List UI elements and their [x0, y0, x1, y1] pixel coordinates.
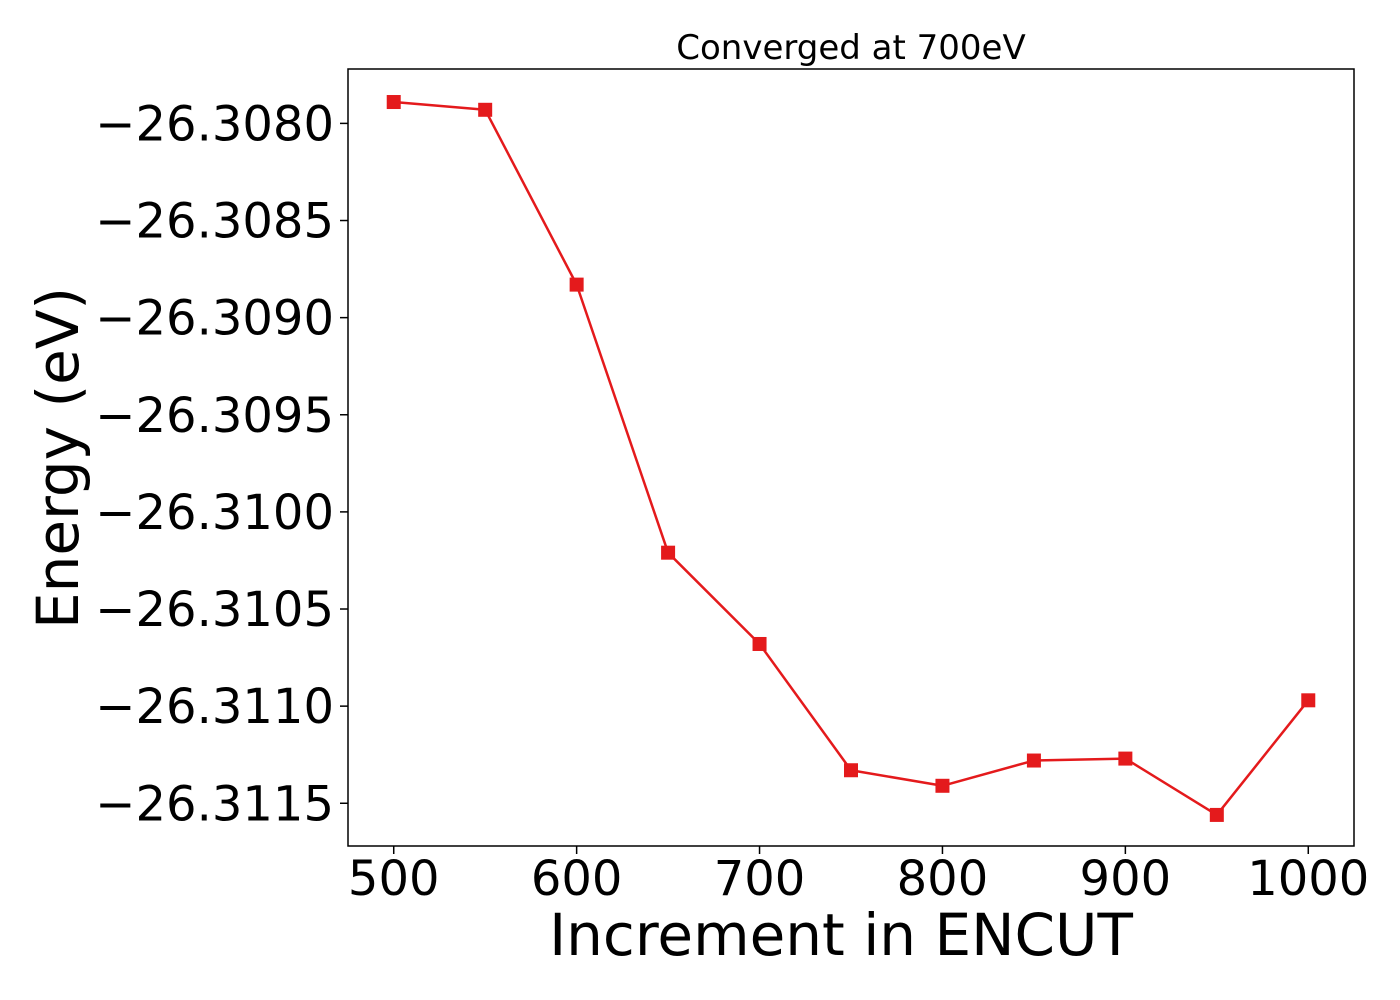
x-tick-label: 800 [897, 851, 989, 907]
series-line [393, 100, 1310, 817]
data-point [752, 636, 767, 651]
data-point [935, 778, 950, 793]
x-tick-label: 1000 [1247, 851, 1369, 907]
x-ticks: 500 600 700 800 900 1000 [348, 846, 1369, 907]
data-point [1209, 807, 1224, 822]
y-tick-label: −26.3085 [95, 194, 334, 250]
chart-title: Converged at 700eV [676, 28, 1025, 68]
y-ticks: −26.3080 −26.3085 −26.3090 −26.3095 −26.3100… [95, 96, 348, 832]
y-tick-label: −26.3110 [95, 679, 334, 735]
y-tick-label: −26.3090 [95, 291, 334, 347]
data-point [844, 763, 858, 778]
series-layer [386, 95, 1316, 822]
y-tick-label: −26.3095 [95, 388, 334, 444]
data-point [386, 95, 401, 110]
data-point [478, 102, 493, 117]
x-tick-label: 700 [714, 851, 806, 907]
data-point [1301, 693, 1316, 708]
x-tick-label: 600 [531, 851, 623, 907]
plot-frame [347, 68, 1355, 847]
y-tick-label: −26.3100 [95, 485, 334, 541]
data-point [661, 545, 676, 560]
y-tick-label: −26.3105 [95, 582, 334, 638]
data-point [569, 277, 584, 292]
data-point [1118, 751, 1133, 766]
y-axis-label: Energy (eV) [24, 287, 92, 629]
x-tick-label: 900 [1080, 851, 1172, 907]
x-axis-label: Increment in ENCUT [549, 901, 1133, 969]
y-tick-label: −26.3080 [95, 96, 334, 152]
x-tick-label: 500 [348, 851, 440, 907]
y-tick-label: −26.3115 [95, 776, 334, 832]
data-point [1026, 753, 1041, 768]
